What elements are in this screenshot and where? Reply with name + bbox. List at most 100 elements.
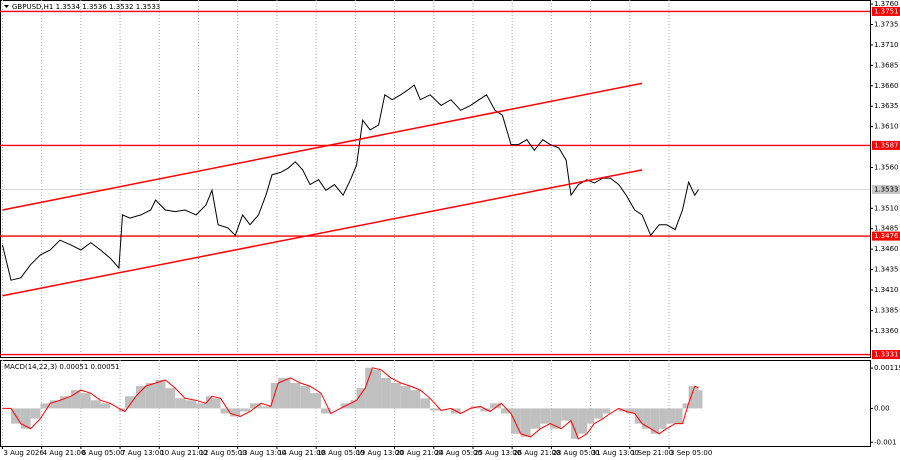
current-price-label: 1.3533 xyxy=(874,186,899,194)
macd-bar xyxy=(694,388,699,409)
macd-bar xyxy=(211,398,221,409)
current-price-box xyxy=(872,185,900,195)
x-tick-label: 24 Aug 05:00 xyxy=(435,449,482,457)
macd-bar xyxy=(136,386,146,409)
macd-bar xyxy=(626,408,635,414)
x-tick-label: 25 Aug 13:00 xyxy=(474,449,521,457)
macd-bar xyxy=(666,408,676,424)
macd-bar xyxy=(400,386,411,409)
level-label: 1.3331 xyxy=(874,351,899,359)
level-label: 1.3476 xyxy=(874,232,899,240)
macd-bar xyxy=(310,393,322,409)
x-tick-label: 3 Sep 05:00 xyxy=(670,449,712,457)
macd-bar xyxy=(185,400,197,409)
macd-bar xyxy=(175,398,186,409)
macd-bar xyxy=(80,393,91,409)
level-label: 1.3587 xyxy=(874,141,899,149)
y-tick-label: 1.3735 xyxy=(874,21,899,29)
x-tick-label: 26 Aug 21:00 xyxy=(513,449,560,457)
macd-bar xyxy=(350,400,357,409)
x-tick-label: 28 Aug 05:00 xyxy=(552,449,599,457)
macd-bar xyxy=(675,408,683,424)
y-tick-label: 1.3635 xyxy=(874,102,899,110)
y-tick-label: 1.3385 xyxy=(874,306,899,314)
level-label-box xyxy=(872,6,900,16)
trend-line xyxy=(2,82,643,211)
macd-bar xyxy=(650,408,660,434)
x-tick-label: 4 Aug 21:00 xyxy=(43,449,86,457)
y-tick-label: 1.3360 xyxy=(874,327,899,335)
level-label-box xyxy=(872,140,900,150)
macd-bar xyxy=(261,406,271,409)
y-tick-label: 1.3610 xyxy=(874,123,899,131)
macd-bar xyxy=(520,408,531,437)
macd-bar xyxy=(490,403,502,409)
y-tick-label: 1.3485 xyxy=(874,225,899,233)
x-tick-label: 13 Aug 13:00 xyxy=(239,449,286,457)
macd-bar xyxy=(586,408,595,424)
y-tick-label: 1.3710 xyxy=(874,41,899,49)
macd-bar xyxy=(321,408,331,414)
macd-bar xyxy=(205,396,212,409)
level-label-box xyxy=(872,350,900,360)
trend-line xyxy=(2,169,643,297)
macd-bar xyxy=(594,408,603,419)
macd-bar xyxy=(550,408,562,429)
y-tick-label: 1.3685 xyxy=(874,61,899,69)
x-tick-label: 14 Aug 21:00 xyxy=(278,449,325,457)
macd-bar xyxy=(540,408,551,424)
macd-bar xyxy=(145,383,156,409)
macd-bar xyxy=(155,379,166,409)
macd-bar xyxy=(634,408,643,424)
macd-bar xyxy=(100,403,111,409)
y-tick-label: 1.3435 xyxy=(874,266,899,274)
macd-bar xyxy=(196,403,206,409)
macd-bar xyxy=(390,383,401,409)
x-tick-label: 1 Sep 21:00 xyxy=(631,449,673,457)
macd-bar xyxy=(501,408,511,414)
level-label-box xyxy=(872,231,900,241)
macd-bar xyxy=(71,390,81,409)
chart-title: GBPUSD,H1 1.3534 1.3536 1.3532 1.3533 xyxy=(12,3,160,11)
y-tick-label: 1.3560 xyxy=(874,163,899,171)
macd-bar xyxy=(50,400,61,409)
x-tick-label: 18 Aug 05:00 xyxy=(317,449,364,457)
y-tick-label: 1.3460 xyxy=(874,245,899,253)
macd-bar xyxy=(356,388,366,409)
macd-title: MACD(14,22,3) 0.00051 0.00051 xyxy=(4,363,120,371)
macd-bar xyxy=(430,408,442,411)
macd-bar xyxy=(682,403,689,409)
macd-bar xyxy=(561,408,572,421)
macd-bar xyxy=(698,390,703,409)
macd-bar xyxy=(365,367,373,409)
macd-bar xyxy=(300,386,311,409)
macd-bar xyxy=(240,408,250,412)
x-tick-label: 7 Aug 13:00 xyxy=(121,449,164,457)
macd-bar xyxy=(20,408,31,429)
signal-line xyxy=(2,367,699,440)
x-tick-label: 3 Aug 2026 xyxy=(3,449,44,457)
macd-bar xyxy=(230,408,241,417)
macd-bar xyxy=(90,400,101,409)
macd-bar xyxy=(530,408,541,429)
y-tick-label: 1.3410 xyxy=(874,286,899,294)
menu-icon xyxy=(4,5,9,8)
x-tick-label: 19 Aug 13:00 xyxy=(356,449,403,457)
y-tick-label: 1.3660 xyxy=(874,82,899,90)
x-tick-label: 10 Aug 21:00 xyxy=(160,449,207,457)
macd-bar xyxy=(642,408,651,429)
x-tick-label: 12 Aug 05:00 xyxy=(200,449,247,457)
macd-bar xyxy=(420,398,431,409)
macd-bar xyxy=(372,369,382,409)
macd-bar xyxy=(410,390,421,409)
y-tick-label: 1.3760 xyxy=(874,0,899,8)
macd-bar xyxy=(165,388,176,409)
macd-bar xyxy=(278,377,291,409)
macd-bar xyxy=(249,403,261,409)
macd-bar xyxy=(381,377,391,409)
y-tick-label: 0.00119 xyxy=(874,364,900,372)
macd-bar xyxy=(40,403,51,409)
macd-bar xyxy=(60,396,72,409)
